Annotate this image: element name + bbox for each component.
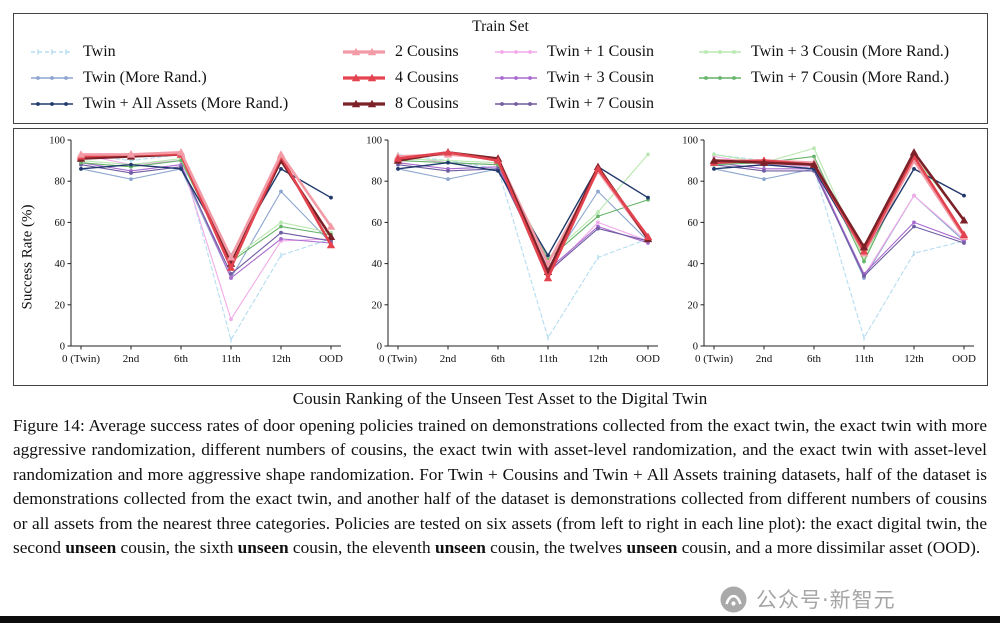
svg-text:11th: 11th <box>854 353 874 365</box>
svg-text:6th: 6th <box>174 353 189 365</box>
svg-text:OOD: OOD <box>319 353 343 365</box>
svg-text:2nd: 2nd <box>439 353 456 365</box>
x-axis-title: Cousin Ranking of the Unseen Test Asset … <box>292 389 708 408</box>
svg-text:0 (Twin): 0 (Twin) <box>695 353 733 365</box>
charts-panel: Success Rate (%) 0 20 40 60 80 100 0 (Twin) 2nd… <box>13 128 988 386</box>
legend-swatch-icon <box>495 101 537 106</box>
watermark-logo-icon <box>720 586 747 612</box>
svg-text:0: 0 <box>60 342 65 353</box>
legend-swatch-icon <box>343 99 385 107</box>
svg-text:100: 100 <box>366 136 382 147</box>
legend-entry: Twin + 7 Cousin <box>494 95 698 112</box>
svg-text:40: 40 <box>688 259 699 270</box>
caption-text: cousin, and a more dissimilar asset (OOD… <box>677 538 981 558</box>
watermark-text: 公众号·新智元 <box>756 588 896 612</box>
caption-text: cousin, the twelves <box>485 538 627 558</box>
svg-text:100: 100 <box>682 136 698 147</box>
svg-text:60: 60 <box>371 218 382 229</box>
svg-text:0 (Twin): 0 (Twin) <box>378 353 416 365</box>
legend-label: 4 Cousins <box>395 68 459 86</box>
legend-label: Twin + 3 Cousin <box>547 68 655 86</box>
svg-text:20: 20 <box>688 300 699 311</box>
legend-label: 8 Cousins <box>395 94 459 112</box>
legend-entry: 8 Cousins <box>342 95 494 112</box>
svg-text:OOD: OOD <box>636 353 660 365</box>
legend-entry: Twin + 1 Cousin <box>494 43 698 60</box>
legend-entry: 2 Cousins <box>342 43 494 60</box>
svg-text:11th: 11th <box>221 353 241 365</box>
legend-column: 2 Cousins 4 Cousins 8 Cousins <box>342 43 494 121</box>
svg-text:60: 60 <box>55 218 66 229</box>
legend-label: Twin (More Rand.) <box>83 68 207 86</box>
legend-entry: Twin (More Rand.) <box>30 69 342 86</box>
caption-bold-text: unseen <box>237 538 289 558</box>
legend-label: Twin + 7 Cousin <box>547 94 655 112</box>
watermark: 公众号·新智元 <box>720 584 896 614</box>
legend-entry: Twin + All Assets (More Rand.) <box>30 95 342 112</box>
legend-swatch-icon <box>31 101 73 106</box>
svg-text:100: 100 <box>49 136 65 147</box>
legend-entry: Twin + 3 Cousin <box>494 69 698 86</box>
svg-text:6th: 6th <box>490 353 505 365</box>
legend-entry: 4 Cousins <box>342 69 494 86</box>
legend-swatch-icon <box>343 47 385 55</box>
legend-swatch-icon <box>343 73 385 81</box>
caption-text: Figure 14: Average success rates of door… <box>13 416 987 558</box>
svg-text:60: 60 <box>688 218 699 229</box>
legend-swatch-icon <box>699 75 741 80</box>
svg-text:80: 80 <box>371 177 382 188</box>
legend-label: Twin + 1 Cousin <box>547 42 655 60</box>
legend-column: Twin + 3 Cousin (More Rand.) Twin + 7 Cou… <box>698 43 981 95</box>
legend-column: Twin Twin (More Rand.) Twin + All Assets (… <box>20 43 342 121</box>
legend-swatch-icon <box>495 49 537 54</box>
caption-bold-text: unseen <box>626 538 678 558</box>
svg-text:0: 0 <box>693 342 698 353</box>
svg-text:12th: 12th <box>588 353 608 365</box>
svg-text:20: 20 <box>371 300 382 311</box>
svg-text:12th: 12th <box>904 353 924 365</box>
svg-text:OOD: OOD <box>952 353 976 365</box>
bottom-black-bar <box>0 616 1000 623</box>
svg-text:80: 80 <box>688 177 699 188</box>
caption-text: cousin, the sixth <box>116 538 238 558</box>
svg-text:11th: 11th <box>538 353 558 365</box>
legend: Train Set Twin Twin (More Rand.) Twin + Al… <box>13 13 988 124</box>
svg-text:2nd: 2nd <box>123 353 140 365</box>
svg-text:12th: 12th <box>271 353 291 365</box>
caption-text: cousin, the eleventh <box>288 538 435 558</box>
legend-swatch-icon <box>495 75 537 80</box>
legend-title: Train Set <box>472 18 529 35</box>
legend-label: Twin + All Assets (More Rand.) <box>83 94 289 112</box>
line-chart-2: 0 20 40 60 80 100 0 (Twin) 2nd 6th 11th 12th OOD <box>366 136 660 366</box>
legend-entry: Twin + 3 Cousin (More Rand.) <box>698 43 981 60</box>
svg-text:6th: 6th <box>807 353 822 365</box>
figure-caption: Figure 14: Average success rates of door… <box>13 414 987 561</box>
svg-text:40: 40 <box>371 259 382 270</box>
legend-swatch-icon <box>699 49 741 54</box>
legend-grid: Twin Twin (More Rand.) Twin + All Assets (… <box>20 43 981 121</box>
svg-text:2nd: 2nd <box>756 353 773 365</box>
legend-label: Twin + 3 Cousin (More Rand.) <box>751 42 950 60</box>
line-chart-1: 0 20 40 60 80 100 0 (Twin) 2nd 6th 11th 12th OOD <box>49 136 343 366</box>
svg-text:0: 0 <box>376 342 381 353</box>
legend-label: Twin + 7 Cousin (More Rand.) <box>751 68 950 86</box>
legend-entry: Twin + 7 Cousin (More Rand.) <box>698 69 981 86</box>
caption-bold-text: unseen <box>65 538 117 558</box>
svg-text:20: 20 <box>55 300 66 311</box>
svg-text:80: 80 <box>55 177 66 188</box>
caption-bold-text: unseen <box>434 538 486 558</box>
legend-swatch-icon <box>31 75 73 80</box>
svg-text:0 (Twin): 0 (Twin) <box>62 353 100 365</box>
charts-row: 0 20 40 60 80 100 0 (Twin) 2nd 6th 11th 12th OOD 0 20… <box>41 132 984 383</box>
svg-text:40: 40 <box>55 259 66 270</box>
legend-column: Twin + 1 Cousin Twin + 3 Cousin Twin + 7 C… <box>494 43 698 121</box>
legend-label: 2 Cousins <box>395 42 459 60</box>
legend-swatch-icon <box>31 48 73 55</box>
y-axis-title: Success Rate (%) <box>19 204 36 310</box>
line-chart-3: 0 20 40 60 80 100 0 (Twin) 2nd 6th 11th 12th OOD <box>682 136 976 366</box>
legend-entry: Twin <box>30 43 342 60</box>
legend-label: Twin <box>83 42 116 60</box>
